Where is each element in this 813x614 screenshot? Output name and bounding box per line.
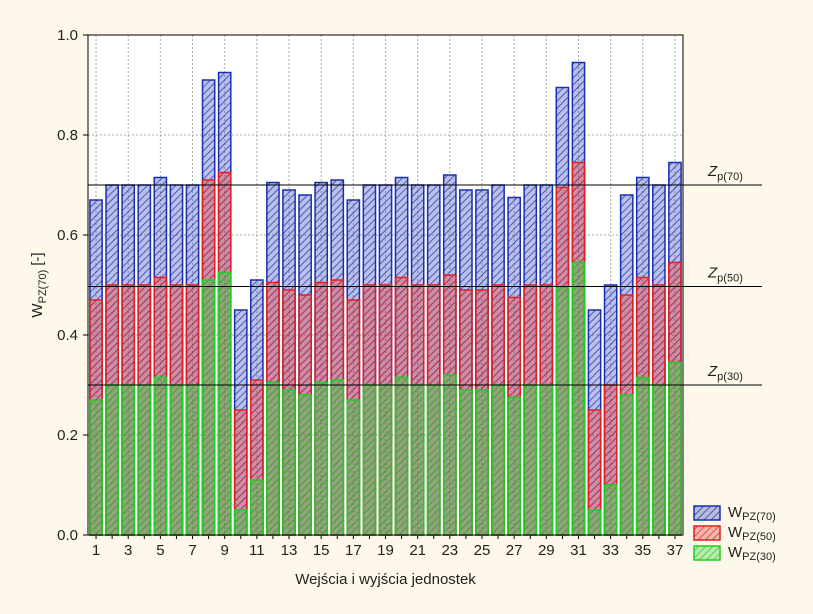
bar [587, 509, 602, 536]
y-tick-label: 1.0 [57, 27, 78, 44]
y-axis-label-tail: [-] [29, 252, 46, 265]
bar [652, 384, 666, 536]
x-tick-label: 37 [667, 542, 684, 559]
bar [266, 381, 280, 536]
bar [459, 389, 473, 536]
y-tick-label: 0.2 [57, 427, 78, 444]
y-tick-label: 0.8 [57, 127, 78, 144]
bar [153, 376, 168, 536]
bar [105, 384, 119, 536]
legend-label-main: W [728, 504, 743, 521]
bar [555, 286, 570, 536]
x-tick-label: 17 [345, 542, 362, 559]
x-tick-label: 9 [221, 542, 229, 559]
x-tick-label: 33 [602, 542, 619, 559]
reference-label-main: Z [707, 363, 718, 380]
reference-label-sub: p(30) [717, 371, 743, 383]
legend-swatch [693, 505, 721, 521]
bar [169, 384, 184, 536]
x-axis-label: Wejścia i wyjścia jednostek [295, 571, 476, 588]
bar [346, 399, 361, 536]
bar [249, 479, 264, 536]
legend-label: WPZ(70) [728, 504, 776, 523]
x-tick-label: 29 [538, 542, 555, 559]
bar [635, 376, 650, 536]
x-tick-label: 13 [281, 542, 298, 559]
bar [442, 374, 457, 536]
legend-label-sub: PZ(30) [742, 551, 776, 563]
bar [507, 396, 522, 536]
x-tick-label: 21 [409, 542, 426, 559]
bar [330, 379, 345, 536]
x-tick-label: 25 [474, 542, 491, 559]
bar [201, 279, 216, 536]
bar [668, 361, 682, 536]
reference-label-main: Z [707, 265, 718, 282]
legend-label: WPZ(30) [728, 544, 776, 563]
legend-swatch [693, 545, 721, 561]
bar [217, 271, 232, 536]
legend-label: WPZ(50) [728, 524, 776, 543]
bar [137, 384, 152, 536]
bar [603, 484, 618, 536]
bar [89, 399, 103, 536]
bar [362, 384, 377, 536]
legend-swatch [693, 525, 721, 541]
y-axis-label: WPZ(70) [-] [29, 252, 49, 317]
legend-label-main: W [728, 524, 743, 541]
bar [475, 389, 489, 536]
bar [619, 394, 634, 536]
x-tick-label: 35 [634, 542, 651, 559]
reference-label-main: Z [707, 163, 718, 180]
bar [121, 384, 136, 536]
x-tick-label: 15 [313, 542, 330, 559]
reference-label: Zp(70) [707, 163, 743, 183]
bar [491, 384, 505, 536]
x-tick-label: 11 [249, 542, 265, 559]
x-tick-label: 23 [441, 542, 458, 559]
legend-label-sub: PZ(50) [742, 531, 776, 543]
bar [523, 384, 538, 536]
reference-label-sub: p(50) [717, 273, 743, 285]
bar [394, 376, 409, 536]
bar [298, 394, 312, 536]
plot-frame [87, 34, 684, 536]
bar [571, 261, 586, 536]
bar [410, 384, 425, 536]
x-tick-label: 31 [570, 542, 587, 559]
bar [314, 381, 329, 536]
bar [282, 389, 296, 536]
y-axis-label-main: W [29, 303, 46, 318]
x-tick-label: 19 [377, 542, 394, 559]
bar [539, 384, 554, 536]
bar [426, 384, 441, 536]
bar [185, 384, 200, 536]
bar [233, 509, 248, 536]
y-axis-label-sub: PZ(70) [37, 270, 49, 304]
x-tick-label: 27 [506, 542, 523, 559]
x-tick-label: 7 [188, 542, 196, 559]
bar [378, 384, 393, 536]
x-tick-label: 5 [156, 542, 164, 559]
x-tick-label: 1 [92, 542, 100, 559]
y-tick-label: 0.4 [57, 327, 78, 344]
reference-label: Zp(50) [707, 265, 743, 285]
x-tick-label: 3 [124, 542, 132, 559]
reference-label: Zp(30) [707, 363, 743, 383]
y-tick-label: 0.0 [57, 527, 78, 544]
legend-label-main: W [728, 544, 743, 561]
y-tick-label: 0.6 [57, 227, 78, 244]
reference-label-sub: p(70) [717, 171, 743, 183]
legend-label-sub: PZ(70) [742, 511, 776, 523]
